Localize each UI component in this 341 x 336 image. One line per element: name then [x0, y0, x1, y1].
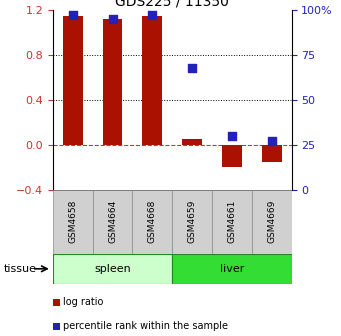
Text: tissue: tissue — [3, 264, 36, 274]
Bar — [53, 190, 93, 254]
Text: spleen: spleen — [94, 264, 131, 274]
Bar — [132, 190, 172, 254]
Bar — [103, 19, 122, 145]
Bar — [182, 139, 202, 145]
Text: GSM4659: GSM4659 — [188, 200, 197, 244]
Bar — [212, 190, 252, 254]
Text: GSM4664: GSM4664 — [108, 200, 117, 243]
Text: GSM4669: GSM4669 — [267, 200, 276, 244]
Point — [110, 16, 115, 22]
Bar — [262, 145, 282, 162]
Bar — [53, 254, 172, 284]
Point — [229, 133, 235, 139]
Bar — [63, 16, 83, 145]
Text: log ratio: log ratio — [63, 297, 103, 307]
Bar — [252, 190, 292, 254]
Point — [150, 13, 155, 18]
Point — [70, 13, 75, 18]
Text: GSM4668: GSM4668 — [148, 200, 157, 244]
Text: GSM4658: GSM4658 — [68, 200, 77, 244]
Bar — [172, 190, 212, 254]
Text: percentile rank within the sample: percentile rank within the sample — [63, 321, 228, 331]
Text: GSM4661: GSM4661 — [227, 200, 236, 244]
Bar — [222, 145, 242, 167]
Point — [269, 139, 275, 144]
Bar — [172, 254, 292, 284]
Bar — [143, 16, 162, 145]
Title: GDS225 / 11350: GDS225 / 11350 — [115, 0, 229, 9]
Point — [189, 65, 195, 70]
Bar — [93, 190, 132, 254]
Text: liver: liver — [220, 264, 244, 274]
